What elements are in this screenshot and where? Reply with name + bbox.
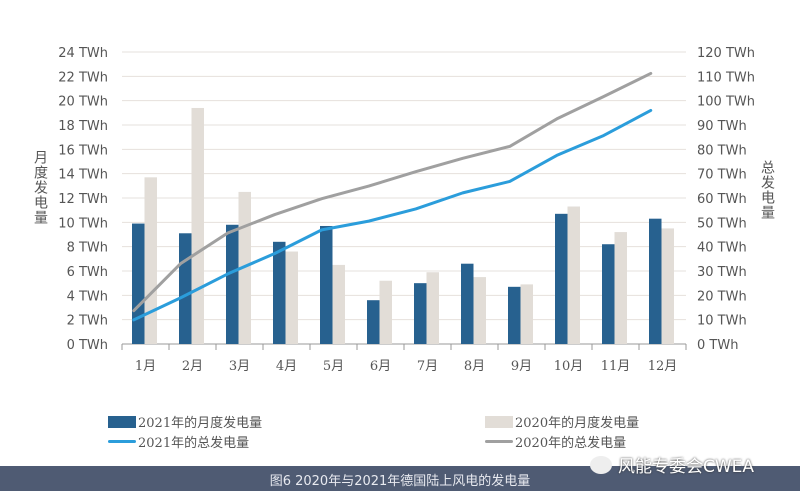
right-tick-label: 70 TWh (697, 168, 747, 183)
line-2021年的总发电量 (132, 108, 653, 322)
legend-swatch (485, 440, 513, 443)
left-tick-label: 4 TWh (67, 289, 108, 304)
legend-swatch (485, 415, 513, 428)
bar-2020 (614, 232, 627, 344)
right-tick-label: 30 TWh (697, 265, 747, 280)
legend-2020-monthly: 2020年的月度发电量 (485, 412, 639, 431)
line-2020年的总发电量 (132, 71, 653, 313)
left-tick-label: 8 TWh (67, 241, 108, 256)
left-tick-label: 2 TWh (67, 314, 108, 329)
x-tick-label: 12月 (648, 359, 678, 374)
left-tick-label: 18 TWh (58, 119, 108, 134)
right-tick-label: 120 TWh (697, 46, 755, 61)
bar-2021 (508, 286, 521, 344)
legend-2020-total: 2020年的总发电量 (485, 432, 626, 451)
legend-label: 2021年的月度发电量 (138, 416, 263, 431)
left-tick-label: 24 TWh (58, 46, 108, 61)
right-tick-label: 80 TWh (697, 143, 747, 158)
x-tick-label: 7月 (417, 359, 438, 374)
right-tick-label: 100 TWh (697, 95, 755, 110)
bar-2021 (179, 233, 192, 344)
bar-2021 (414, 283, 427, 344)
bar-2020 (426, 272, 439, 344)
bar-2020 (191, 107, 204, 344)
watermark-text: 风能专委会CWEA (618, 457, 755, 477)
x-tick-label: 6月 (370, 359, 391, 374)
left-tick-label: 22 TWh (58, 70, 108, 85)
bar-2020 (379, 280, 392, 344)
legend-label: 2021年的总发电量 (138, 436, 250, 451)
right-axis-title: 总发电量 (759, 160, 775, 220)
x-tick-label: 11月 (601, 359, 631, 374)
right-tick-label: 20 TWh (697, 289, 747, 304)
caption-bar: 图6 2020年与2021年德国陆上风电的发电量 (0, 466, 800, 491)
x-tick-label: 4月 (276, 359, 297, 374)
left-tick-label: 10 TWh (58, 216, 108, 231)
x-tick-label: 10月 (554, 359, 584, 374)
legend-2021-monthly: 2021年的月度发电量 (108, 412, 262, 431)
left-tick-label: 6 TWh (67, 265, 108, 280)
wechat-icon (590, 455, 612, 474)
bar-2020 (473, 277, 486, 344)
bar-2021 (461, 263, 474, 344)
left-tick-label: 12 TWh (58, 192, 108, 207)
bar-2020 (332, 264, 345, 344)
bar-2021 (602, 244, 615, 344)
figure-caption: 图6 2020年与2021年德国陆上风电的发电量 (269, 474, 531, 489)
left-tick-label: 14 TWh (58, 168, 108, 183)
left-tick-label: 0 TWh (67, 338, 108, 353)
bar-2021 (226, 224, 239, 344)
right-tick-label: 60 TWh (697, 192, 747, 207)
bar-2021 (649, 218, 662, 344)
bar-2021 (367, 300, 380, 344)
bar-2020 (285, 251, 298, 344)
x-tick-label: 5月 (323, 359, 344, 374)
bar-2021 (320, 225, 333, 344)
bar-2021 (132, 223, 145, 344)
left-tick-label: 16 TWh (58, 143, 108, 158)
right-tick-label: 110 TWh (697, 70, 755, 85)
right-tick-label: 0 TWh (697, 338, 738, 353)
bar-2020 (520, 284, 533, 344)
right-tick-label: 90 TWh (697, 119, 747, 134)
bar-2021 (273, 241, 286, 344)
legend-2021-total: 2021年的总发电量 (108, 432, 249, 451)
legend-swatch (108, 440, 136, 443)
x-tick-label: 1月 (135, 359, 156, 374)
legend-label: 2020年的总发电量 (515, 436, 627, 451)
bar-2020 (567, 206, 580, 344)
bar-2021 (555, 213, 568, 344)
x-tick-label: 8月 (464, 359, 485, 374)
watermark: 风能专委会CWEA (590, 452, 754, 477)
x-tick-label: 2月 (182, 359, 203, 374)
right-tick-label: 50 TWh (697, 216, 747, 231)
x-tick-label: 3月 (229, 359, 250, 374)
legend-swatch (108, 415, 136, 428)
right-tick-label: 40 TWh (697, 241, 747, 256)
x-tick-label: 9月 (511, 359, 532, 374)
left-axis-title: 月度发电量 (32, 150, 48, 225)
right-tick-label: 10 TWh (697, 314, 747, 329)
legend-label: 2020年的月度发电量 (515, 416, 640, 431)
left-tick-label: 20 TWh (58, 95, 108, 110)
bar-2020 (144, 177, 157, 344)
bar-2020 (661, 228, 674, 344)
